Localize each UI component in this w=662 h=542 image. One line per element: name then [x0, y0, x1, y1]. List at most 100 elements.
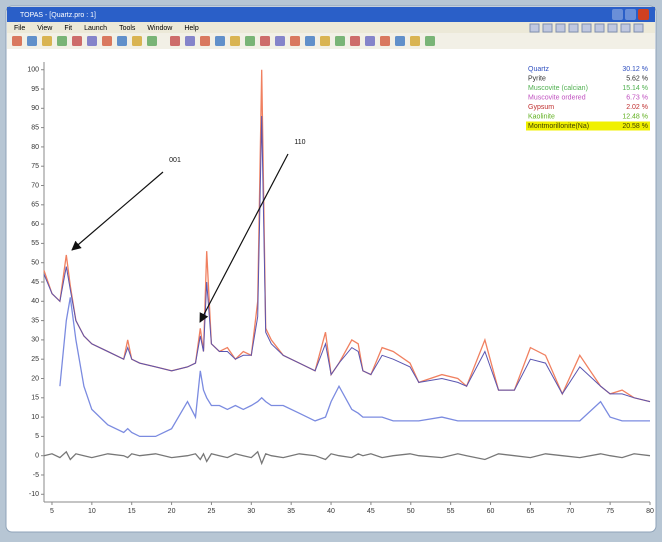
x-tick-label: 15: [128, 508, 136, 515]
window-button[interactable]: [612, 9, 623, 20]
y-tick-label: 20: [31, 375, 39, 382]
menu-item[interactable]: File: [14, 25, 25, 32]
toolbar-button[interactable]: [410, 36, 420, 46]
toolbar-button[interactable]: [395, 36, 405, 46]
toolbar-button[interactable]: [620, 23, 631, 33]
y-tick-label: 35: [31, 317, 39, 324]
toolbar-button[interactable]: [290, 36, 300, 46]
toolbar-button[interactable]: [185, 36, 195, 46]
toolbar-button[interactable]: [529, 23, 540, 33]
toolbar-button[interactable]: [200, 36, 210, 46]
x-tick-label: 65: [526, 508, 534, 515]
y-tick-label: 30: [31, 337, 39, 344]
toolbar-button[interactable]: [568, 23, 579, 33]
toolbar-button[interactable]: [320, 36, 330, 46]
toolbar-button[interactable]: [215, 36, 225, 46]
legend-name: Quartz: [528, 66, 550, 73]
legend-amount: 15.14 %: [622, 85, 648, 92]
legend-amount: 6.73 %: [626, 94, 648, 101]
toolbar-button[interactable]: [260, 36, 270, 46]
window-button[interactable]: [638, 9, 649, 20]
x-tick-label: 40: [327, 508, 335, 515]
x-tick-label: 10: [88, 508, 96, 515]
y-tick-label: -10: [29, 491, 39, 498]
x-tick-label: 75: [606, 508, 614, 515]
window-button[interactable]: [625, 9, 636, 20]
x-tick-label: 35: [287, 508, 295, 515]
series-line: [43, 115, 651, 403]
toolbar-button[interactable]: [245, 36, 255, 46]
legend-name: Muscovite (calcian): [528, 85, 588, 92]
x-tick-label: 20: [168, 508, 176, 515]
legend-name: Gypsum: [528, 104, 554, 111]
menu-item[interactable]: Tools: [119, 25, 136, 32]
x-tick-label: 70: [566, 508, 574, 515]
y-tick-label: 10: [31, 414, 39, 421]
toolbar-button[interactable]: [57, 36, 67, 46]
y-tick-label: 95: [31, 86, 39, 93]
toolbar-button[interactable]: [542, 23, 553, 33]
toolbar-button[interactable]: [132, 36, 142, 46]
y-tick-label: 0: [35, 453, 39, 460]
toolbar-button[interactable]: [350, 36, 360, 46]
toolbar-button[interactable]: [42, 36, 52, 46]
y-tick-label: 90: [31, 105, 39, 112]
menu-item[interactable]: Fit: [64, 25, 72, 32]
toolbar-button[interactable]: [607, 23, 618, 33]
x-tick-label: 50: [407, 508, 415, 515]
menu-item[interactable]: Help: [184, 25, 199, 32]
legend-name: Montmorillonite(Na): [528, 123, 589, 130]
y-tick-label: 100: [27, 67, 39, 74]
toolbar: [7, 33, 655, 49]
toolbar-button[interactable]: [581, 23, 592, 33]
y-tick-label: 70: [31, 182, 39, 189]
toolbar-button[interactable]: [335, 36, 345, 46]
x-tick-label: 80: [646, 508, 654, 515]
y-tick-label: 60: [31, 221, 39, 228]
legend-name: Kaolinite: [528, 113, 555, 120]
toolbar-button[interactable]: [594, 23, 605, 33]
legend-highlight: [526, 121, 650, 131]
y-tick-label: 15: [31, 395, 39, 402]
legend-amount: 2.02 %: [626, 104, 648, 111]
toolbar-button[interactable]: [230, 36, 240, 46]
title-bar: [7, 7, 655, 22]
toolbar-button[interactable]: [87, 36, 97, 46]
toolbar-button[interactable]: [147, 36, 157, 46]
toolbar-button[interactable]: [72, 36, 82, 46]
y-tick-label: 65: [31, 202, 39, 209]
toolbar-button[interactable]: [102, 36, 112, 46]
toolbar-button[interactable]: [27, 36, 37, 46]
y-tick-label: -5: [33, 472, 39, 479]
toolbar-button[interactable]: [170, 36, 180, 46]
annotation: 110: [294, 139, 305, 146]
toolbar-button[interactable]: [275, 36, 285, 46]
menu-item[interactable]: Launch: [84, 25, 107, 32]
y-tick-label: 85: [31, 124, 39, 131]
toolbar-button[interactable]: [12, 36, 22, 46]
toolbar-button[interactable]: [380, 36, 390, 46]
annotation-arrow: [71, 171, 164, 251]
y-tick-label: 50: [31, 260, 39, 267]
toolbar-button[interactable]: [555, 23, 566, 33]
y-tick-label: 45: [31, 279, 39, 286]
menu-item[interactable]: View: [37, 25, 53, 32]
x-tick-label: 5: [50, 508, 54, 515]
legend-amount: 30.12 %: [622, 66, 648, 73]
legend-amount: 5.62 %: [626, 75, 648, 82]
toolbar-button[interactable]: [305, 36, 315, 46]
y-tick-label: 5: [35, 433, 39, 440]
y-tick-label: 25: [31, 356, 39, 363]
toolbar-button[interactable]: [633, 23, 644, 33]
series-line: [59, 297, 650, 438]
toolbar-button[interactable]: [365, 36, 375, 46]
x-tick-label: 45: [367, 508, 375, 515]
window-title: TOPAS - [Quartz.pro : 1]: [20, 12, 96, 19]
x-tick-label: 60: [487, 508, 495, 515]
x-tick-label: 30: [247, 508, 255, 515]
toolbar-button[interactable]: [117, 36, 127, 46]
menu-item[interactable]: Window: [147, 25, 173, 32]
x-tick-label: 25: [208, 508, 216, 515]
toolbar-button[interactable]: [425, 36, 435, 46]
